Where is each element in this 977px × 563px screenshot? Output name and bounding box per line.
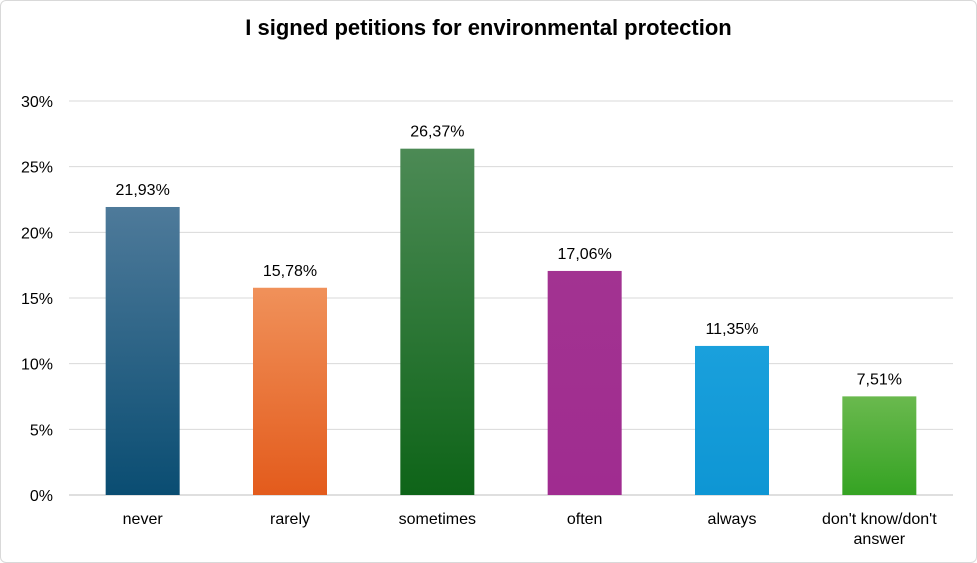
bar bbox=[695, 345, 769, 495]
bar bbox=[842, 396, 917, 495]
x-tick-label: always bbox=[708, 511, 757, 528]
bars bbox=[105, 148, 917, 495]
data-label: 15,78% bbox=[263, 263, 317, 280]
y-axis: 0% 5% 10% 15% 20% 25% 30% bbox=[21, 94, 53, 505]
bar bbox=[105, 206, 180, 495]
y-tick-label: 15% bbox=[21, 291, 53, 308]
y-tick-label: 30% bbox=[21, 94, 53, 111]
data-label: 11,35% bbox=[705, 321, 758, 338]
y-tick-label: 5% bbox=[30, 422, 53, 439]
bar bbox=[547, 270, 622, 495]
x-tick-label: answer bbox=[854, 531, 906, 548]
x-tick-label: rarely bbox=[270, 511, 310, 528]
gridlines bbox=[69, 100, 953, 496]
bar bbox=[253, 287, 327, 495]
x-tick-label: don't know/don't bbox=[822, 511, 937, 528]
bar bbox=[400, 148, 475, 495]
y-tick-label: 10% bbox=[21, 357, 53, 374]
x-axis: never rarely sometimes often always don't kno… bbox=[123, 511, 938, 548]
x-tick-label: often bbox=[567, 511, 603, 528]
data-label: 17,06% bbox=[558, 246, 612, 263]
data-labels: 21,93% 15,78% 26,37% 17,06% 11,35% 7,51% bbox=[116, 124, 902, 389]
y-tick-label: 20% bbox=[21, 225, 53, 242]
x-tick-label: never bbox=[123, 511, 164, 528]
data-label: 21,93% bbox=[116, 182, 170, 199]
x-tick-label: sometimes bbox=[399, 511, 476, 528]
data-label: 26,37% bbox=[410, 124, 464, 141]
y-tick-label: 25% bbox=[21, 160, 53, 177]
data-label: 7,51% bbox=[857, 371, 902, 388]
y-tick-label: 0% bbox=[30, 488, 53, 505]
chart-title: I signed petitions for environmental pro… bbox=[245, 15, 732, 40]
